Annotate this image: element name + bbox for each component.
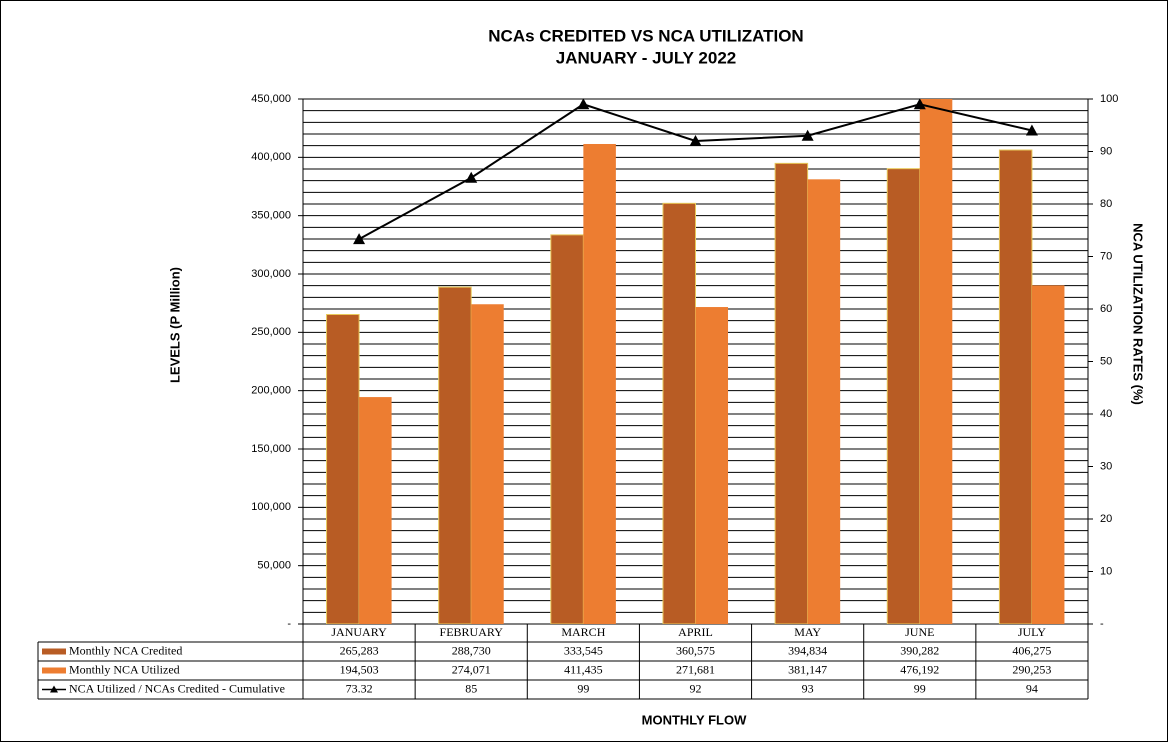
bar [438, 286, 472, 624]
legend-marker [50, 685, 58, 693]
table-value: 271,681 [676, 662, 715, 676]
legend-swatch [42, 648, 66, 655]
y-axis-title: LEVELS (P Million) [167, 267, 182, 383]
table-value: 99 [914, 681, 926, 695]
y2-tick-label: 60 [1100, 303, 1112, 315]
chart-subtitle: JANUARY - JULY 2022 [556, 48, 736, 67]
y-tick-label: 200,000 [251, 385, 291, 397]
y2-tick-label: 40 [1100, 408, 1112, 420]
y-tick-label: 350,000 [251, 210, 291, 222]
line-marker [577, 98, 590, 110]
bar [919, 99, 953, 624]
y-tick-label: - [287, 618, 291, 630]
y2-tick-label: 50 [1100, 355, 1112, 367]
x-tick-label: MARCH [561, 625, 605, 639]
chart-title: NCAs CREDITED VS NCA UTILIZATION [488, 26, 803, 45]
x-tick-label: JULY [1018, 625, 1046, 639]
x-tick-label: FEBRUARY [440, 625, 504, 639]
bar [774, 162, 809, 624]
bar [583, 143, 616, 624]
legend-label: Monthly NCA Credited [69, 643, 182, 657]
table-value: 94 [1026, 681, 1038, 695]
table-value: 85 [465, 681, 477, 695]
table-value: 394,834 [788, 643, 827, 657]
bar [662, 202, 697, 624]
table-value: 93 [802, 681, 814, 695]
y-tick-label: 150,000 [251, 443, 291, 455]
bar [998, 149, 1033, 624]
legend-label: NCA Utilized / NCAs Credited - Cumulativ… [69, 681, 285, 695]
x-tick-label: APRIL [678, 625, 713, 639]
y2-tick-label: 30 [1100, 460, 1112, 472]
y2-tick-label: 20 [1100, 513, 1112, 525]
bar [1031, 285, 1065, 624]
table-value: 290,253 [1012, 662, 1051, 676]
legend-swatch [42, 667, 66, 674]
x-axis-title: MONTHLY FLOW [642, 712, 747, 727]
x-tick-label: MAY [794, 625, 821, 639]
bar [326, 314, 360, 624]
bar [550, 234, 584, 624]
bar [359, 397, 392, 624]
table-value: 333,545 [564, 643, 603, 657]
line-marker [913, 98, 926, 110]
table-value: 360,575 [676, 643, 715, 657]
table-value: 406,275 [1012, 643, 1051, 657]
y2-tick-label: - [1100, 618, 1104, 630]
y-tick-label: 300,000 [251, 268, 291, 280]
y2-tick-label: 70 [1100, 250, 1112, 262]
table-value: 274,071 [452, 662, 491, 676]
line-marker [1025, 124, 1038, 136]
y-tick-label: 50,000 [257, 560, 291, 572]
y2-tick-label: 80 [1100, 198, 1112, 210]
bar [886, 168, 921, 624]
x-tick-label: JANUARY [331, 625, 387, 639]
table-value: 411,435 [564, 662, 603, 676]
table-value: 390,282 [900, 643, 939, 657]
table-value: 288,730 [452, 643, 491, 657]
y-tick-label: 250,000 [251, 326, 291, 338]
y2-tick-label: 90 [1100, 145, 1112, 157]
line-marker [801, 129, 814, 141]
y-tick-label: 450,000 [251, 93, 291, 105]
line-marker [689, 135, 702, 146]
bar [471, 304, 504, 624]
table-value: 265,283 [340, 643, 379, 657]
y2-tick-label: 100 [1100, 93, 1118, 105]
legend-label: Monthly NCA Utilized [69, 662, 180, 676]
table-value: 73.32 [346, 681, 373, 695]
table-value: 476,192 [900, 662, 939, 676]
y-tick-label: 400,000 [251, 151, 291, 163]
x-tick-label: JUNE [905, 625, 934, 639]
table-value: 194,503 [340, 662, 379, 676]
y2-tick-label: 10 [1100, 565, 1112, 577]
table-value: 381,147 [788, 662, 827, 676]
y2-axis-title: NCA UTILIZATION RATES (%) [1131, 223, 1146, 405]
table-value: 99 [577, 681, 589, 695]
table-value: 92 [690, 681, 702, 695]
line-marker [353, 233, 366, 245]
line-marker [465, 171, 478, 183]
plot-area [326, 99, 1065, 624]
bar [695, 307, 729, 624]
bar [807, 179, 841, 624]
y-tick-label: 100,000 [251, 501, 291, 513]
